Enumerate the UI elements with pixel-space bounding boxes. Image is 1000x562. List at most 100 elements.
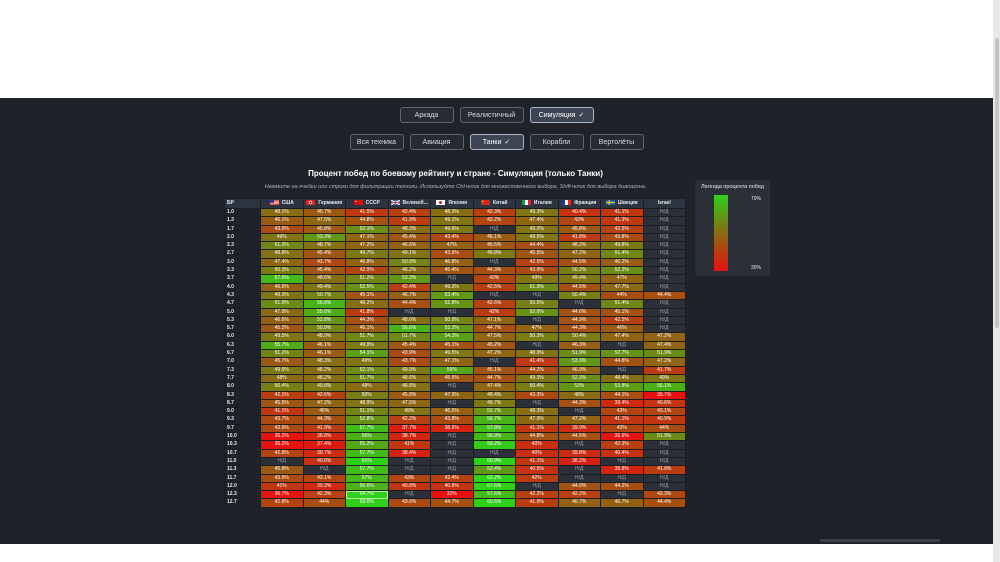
winrate-cell[interactable]: 47.4% (515, 216, 559, 226)
winrate-cell[interactable]: 52.7% (600, 349, 644, 359)
winrate-cell[interactable]: 49.7% (345, 249, 389, 259)
winrate-cell[interactable]: 42.2% (515, 490, 559, 500)
winrate-cell[interactable]: 60.5% (472, 498, 516, 508)
winrate-cell[interactable]: 56.6% (387, 324, 431, 334)
winrate-cell[interactable]: 45.1% (430, 340, 474, 351)
winrate-cell[interactable]: 46.7% (557, 498, 601, 508)
winrate-cell[interactable]: 45.1% (472, 365, 516, 375)
winrate-cell[interactable]: 43.8% (600, 232, 644, 243)
winrate-cell[interactable]: 51.9% (557, 349, 601, 359)
winrate-cell[interactable]: 41% (387, 440, 431, 450)
winrate-cell[interactable]: 50.9% (302, 324, 346, 334)
winrate-cell[interactable]: Н/Д (642, 481, 686, 492)
winrate-cell[interactable]: 49% (260, 232, 304, 243)
winrate-cell[interactable]: 51.7% (345, 373, 389, 384)
winrate-cell[interactable]: Н/Д (642, 440, 686, 450)
winrate-cell[interactable]: Н/Д (387, 307, 431, 317)
vehicle-type-button-0[interactable]: Вся техника (349, 134, 404, 150)
table-row[interactable]: 6.0 49.5% 48.9% 51.7% 51.7% 54.3% 47.5% 50.3% 50… (224, 332, 686, 342)
winrate-cell[interactable]: 45.7% (302, 207, 346, 218)
winrate-cell[interactable]: 45.5% (260, 398, 304, 409)
winrate-cell[interactable]: 51.2% (345, 274, 389, 284)
winrate-cell[interactable]: Н/Д (472, 257, 516, 268)
winrate-cell[interactable]: 43.6% (260, 423, 304, 434)
mode-button-1[interactable]: Реалистичный (459, 107, 524, 123)
winrate-cell[interactable]: Н/Д (557, 473, 601, 483)
winrate-cell[interactable]: 53.3% (302, 232, 346, 243)
winrate-cell[interactable]: 60.9% (472, 456, 516, 467)
winrate-cell[interactable]: 44.8% (515, 431, 559, 442)
winrate-cell[interactable]: 47.7% (600, 282, 644, 292)
br-label[interactable]: 12.0 (224, 481, 261, 492)
winrate-cell[interactable]: Н/Д (642, 232, 686, 243)
winrate-cell[interactable]: Н/Д (260, 456, 304, 467)
winrate-cell[interactable]: 46.3% (557, 340, 601, 351)
br-label[interactable]: 11.3 (224, 465, 261, 475)
winrate-cell[interactable]: 43.4% (430, 232, 474, 243)
winrate-cell[interactable]: 46.1% (472, 232, 516, 243)
br-label[interactable]: 4.3 (224, 290, 261, 301)
winrate-cell[interactable]: 45.8% (260, 465, 304, 475)
winrate-cell[interactable]: 40% (515, 448, 559, 458)
winrate-cell[interactable]: 48.8% (260, 249, 304, 259)
winrate-cell[interactable]: 48.6% (387, 315, 431, 326)
br-label[interactable]: 8.0 (224, 382, 261, 392)
winrate-cell[interactable]: 43% (472, 274, 516, 284)
winrate-cell[interactable]: 49.4% (302, 282, 346, 292)
winrate-cell[interactable]: 44.3% (557, 324, 601, 334)
winrate-cell[interactable]: 39.3% (302, 481, 346, 492)
winrate-cell[interactable]: 53.3% (387, 274, 431, 284)
br-label[interactable]: 1.7 (224, 224, 261, 234)
winrate-cell[interactable]: 48.2% (387, 266, 431, 276)
winrate-cell[interactable]: Н/Д (642, 266, 686, 276)
winrate-cell[interactable]: Н/Д (430, 398, 474, 409)
winrate-cell[interactable]: 48% (260, 373, 304, 384)
winrate-cell[interactable]: 43.7% (387, 357, 431, 367)
winrate-cell[interactable]: Н/Д (600, 490, 644, 500)
winrate-cell[interactable]: 36.2% (260, 440, 304, 450)
winrate-cell[interactable]: 41.8% (642, 465, 686, 475)
table-row[interactable]: 9.0 41.1% 46% 51.1% 49% 46.5% 52.7% 48.3% Н/Д 43%… (224, 407, 686, 417)
br-label[interactable]: 9.3 (224, 415, 261, 425)
winrate-cell[interactable]: 50.5% (515, 299, 559, 309)
table-row[interactable]: 1.7 43.9% 45.8% 52.1% 48.3% 49.6% Н/Д 49.2% 45.8… (224, 224, 686, 234)
winrate-cell[interactable]: 54.1% (345, 349, 389, 359)
winrate-cell[interactable]: 51.4% (600, 299, 644, 309)
br-label[interactable]: 6.0 (224, 332, 261, 342)
mode-button-2[interactable]: Симуляция ✓ (529, 107, 594, 123)
winrate-cell[interactable]: 56.7% (472, 415, 516, 425)
winrate-cell[interactable]: 44.3% (345, 315, 389, 326)
winrate-cell[interactable]: 38.8% (600, 465, 644, 475)
winrate-cell[interactable]: 42% (515, 473, 559, 483)
winrate-cell[interactable]: 36.6% (600, 431, 644, 442)
br-label[interactable]: 7.7 (224, 373, 261, 384)
winrate-cell[interactable]: 57.6% (472, 490, 516, 500)
winrate-cell[interactable]: 48.6% (387, 373, 431, 384)
winrate-cell[interactable]: Н/Д (430, 307, 474, 317)
winrate-cell[interactable]: 49.1% (430, 216, 474, 226)
winrate-cell[interactable]: 43.8% (430, 415, 474, 425)
winrate-cell[interactable]: Н/Д (600, 340, 644, 351)
winrate-cell[interactable]: 36.2% (260, 431, 304, 442)
winrate-cell[interactable]: 42.2% (387, 415, 431, 425)
winrate-cell[interactable]: 39.8% (557, 448, 601, 458)
winrate-cell[interactable]: 46.9% (260, 282, 304, 292)
winrate-cell[interactable]: 51.3% (260, 241, 304, 251)
winrate-cell[interactable]: 43.9% (430, 249, 474, 259)
winrate-cell[interactable]: 53.2% (430, 324, 474, 334)
winrate-cell[interactable]: 45.2% (260, 324, 304, 334)
table-row[interactable]: 8.7 45.5% 47.2% 48.9% 47.5% Н/Д 49.7% Н/Д 44.3% 3… (224, 398, 686, 409)
winrate-cell[interactable]: 45.4% (302, 249, 346, 259)
table-row[interactable]: 5.0 47.9% 55.6% 41.8% Н/Д Н/Д 42% 52.6% 44.6% 45.… (224, 307, 686, 317)
winrate-cell[interactable]: 38.4% (387, 448, 431, 458)
winrate-cell[interactable]: 38.7% (387, 431, 431, 442)
winrate-cell[interactable]: 44% (600, 290, 644, 301)
winrate-cell[interactable]: 57.7% (345, 465, 389, 475)
table-row[interactable]: 10.7 42.8% 39.7% 57.7% 38.4% Н/Д Н/Д 40% 39.8% 40… (224, 448, 686, 458)
winrate-cell[interactable]: 48.2% (557, 241, 601, 251)
winrate-cell[interactable]: 46.1% (345, 324, 389, 334)
winrate-cell[interactable]: 56.6% (345, 481, 389, 492)
winrate-cell[interactable]: 47.5% (472, 332, 516, 342)
winrate-cell[interactable]: 50.4% (557, 290, 601, 301)
winrate-cell[interactable]: 44.5% (557, 282, 601, 292)
